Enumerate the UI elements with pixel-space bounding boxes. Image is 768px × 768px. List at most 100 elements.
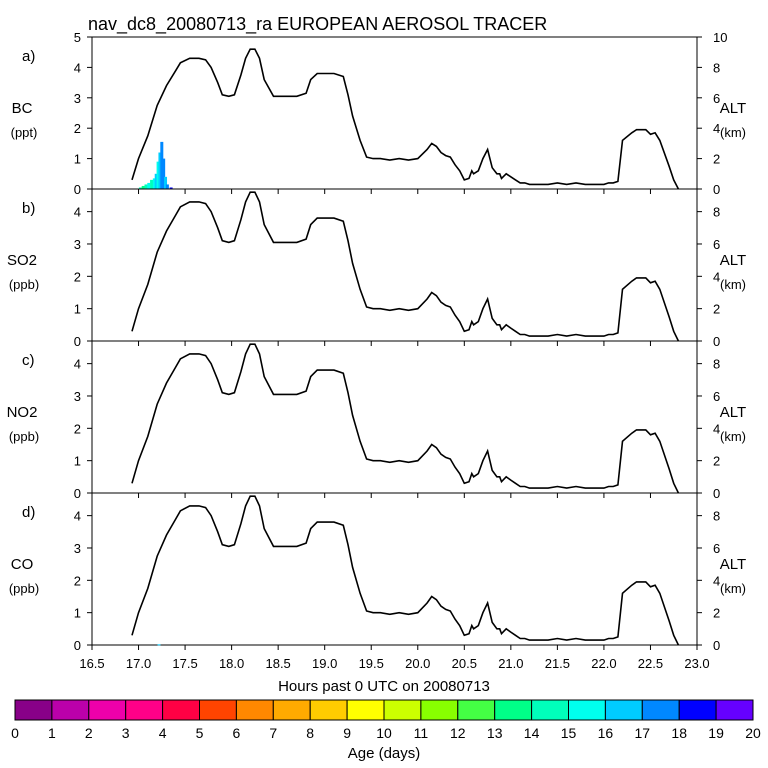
x-tick-label: 16.5 (79, 656, 104, 671)
colorbar-swatch (383, 699, 422, 721)
left-tick-label: 3 (74, 237, 81, 252)
panel-so2: 0 1 2 3 4 0 2 4 6 8 b) SO2 (ppb) ALT (km) (7, 188, 746, 349)
colorbar-swatch (604, 699, 643, 721)
colorbar-swatch (199, 699, 237, 721)
colorbar-swatch (457, 699, 496, 721)
colorbar-swatch (420, 699, 459, 721)
panel-frame (91, 340, 698, 494)
colorbar-swatch (272, 699, 311, 721)
altitude-line (131, 495, 680, 646)
x-tick-label: 19.0 (312, 656, 337, 671)
tracer-bar (165, 184, 169, 189)
x-tick-label: 20.0 (405, 656, 430, 671)
left-tick-label: 0 (74, 334, 81, 349)
colorbar-swatch (235, 699, 274, 721)
x-tick-label: 17.0 (126, 656, 151, 671)
altitude-line (131, 191, 680, 342)
colorbar-tick-label: 18 (671, 725, 687, 741)
colorbar-swatch (14, 699, 53, 721)
left-tick-label: 0 (74, 486, 81, 501)
colorbar-tick-label: 13 (487, 725, 503, 741)
species-label: CO (11, 556, 34, 573)
colorbar-swatch (125, 699, 164, 721)
colorbar-swatch (162, 699, 201, 721)
tracer-bar (141, 185, 145, 189)
x-tick-label: 21.0 (498, 656, 523, 671)
tracer-bar (169, 187, 173, 189)
colorbar-swatch (346, 699, 385, 721)
colorbar-tick-label: 8 (306, 725, 314, 741)
panel-bc: 0 1 2 3 4 5 0 2 4 6 8 10 a) BC (ppt) ALT (km) (11, 30, 747, 197)
right-tick-label: 4 (713, 269, 720, 284)
left-tick-label: 0 (74, 182, 81, 197)
left-tick-label: 1 (74, 606, 81, 621)
species-label: NO2 (7, 404, 38, 421)
panel-label: c) (22, 352, 35, 369)
right-tick-label: 8 (713, 357, 720, 372)
altitude-axis-label: ALT (720, 404, 746, 421)
right-tick-label: 4 (713, 121, 720, 136)
colorbar-tick-label: 5 (196, 725, 204, 741)
right-tick-label: 6 (713, 237, 720, 252)
tracer-bar (156, 161, 160, 189)
colorbar-tick-label: 10 (376, 725, 392, 741)
left-tick-label: 1 (74, 454, 81, 469)
colorbar-tick-label: 11 (414, 725, 429, 741)
colorbar-tick-label: 16 (598, 725, 614, 741)
colorbar-tick-label: 2 (85, 725, 93, 741)
panel-no2: 0 1 2 3 4 0 2 4 6 8 c) NO2 (ppb) ALT (km) (7, 340, 746, 501)
colorbar-tick-label: 17 (635, 725, 651, 741)
right-tick-label: 6 (713, 541, 720, 556)
colorbar-tick-label: 3 (122, 725, 130, 741)
x-tick-label: 19.5 (359, 656, 384, 671)
right-tick-label: 8 (713, 509, 720, 524)
right-tick-label: 8 (713, 205, 720, 220)
left-tick-label: 1 (74, 152, 81, 167)
right-tick-label: 0 (713, 638, 720, 653)
altitude-axis-unit: (km) (720, 429, 746, 444)
colorbar-tick-label: 15 (561, 725, 577, 741)
right-tick-label: 4 (713, 421, 720, 436)
colorbar-swatch (568, 699, 606, 721)
colorbar-tick-label: 20 (745, 725, 761, 741)
colorbar-swatch (51, 699, 90, 721)
panel-label: b) (22, 200, 35, 217)
tracer-bar (152, 178, 156, 189)
right-tick-label: 0 (713, 182, 720, 197)
colorbar-label: Age (days) (348, 745, 421, 762)
colorbar-swatch (309, 699, 348, 721)
left-tick-label: 2 (74, 121, 81, 136)
chart-panels: 0123450246810a)BC(ppt)ALT(km)0123402468b… (7, 30, 747, 671)
species-unit: (ppt) (11, 125, 38, 140)
tracer-bar (150, 179, 154, 189)
x-tick-label: 20.5 (452, 656, 477, 671)
panel-label: d) (22, 504, 35, 521)
tracer-bar (144, 184, 148, 189)
left-tick-label: 4 (74, 205, 81, 220)
left-tick-label: 2 (74, 421, 81, 436)
right-tick-label: 10 (713, 30, 727, 45)
species-label: SO2 (7, 252, 37, 269)
left-tick-label: 5 (74, 30, 81, 45)
colorbar-swatch (494, 699, 533, 721)
colorbar-swatch (531, 699, 569, 721)
x-tick-label: 23.0 (684, 656, 709, 671)
tracer-bar (162, 158, 166, 189)
panel-label: a) (22, 48, 35, 65)
colorbar-swatch (641, 699, 680, 721)
right-tick-label: 4 (713, 573, 720, 588)
panel-frame (91, 492, 698, 646)
chart-title: nav_dc8_20080713_ra EUROPEAN AEROSOL TRA… (88, 14, 547, 35)
altitude-axis-label: ALT (720, 556, 746, 573)
altitude-axis-label: ALT (720, 252, 746, 269)
tracer-bar (157, 644, 161, 646)
panel-frame (91, 36, 698, 190)
left-tick-label: 2 (74, 269, 81, 284)
left-tick-label: 4 (74, 60, 81, 75)
tracer-bar (138, 187, 142, 189)
colorbar-tick-label: 0 (11, 725, 19, 741)
colorbar-tick-label: 6 (233, 725, 241, 741)
x-tick-label: 21.5 (545, 656, 570, 671)
left-tick-label: 4 (74, 357, 81, 372)
